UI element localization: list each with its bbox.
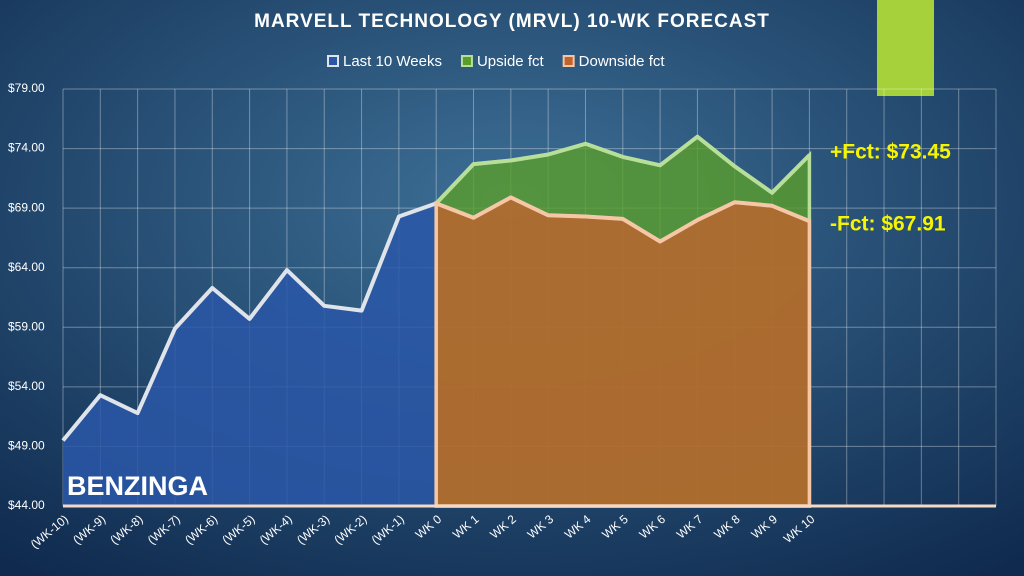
legend-label: Upside fct [477,53,545,70]
y-tick-label: $69.00 [8,200,45,214]
y-tick-label: $54.00 [8,379,45,393]
y-tick-label: $49.00 [8,439,45,453]
y-tick-label: $74.00 [8,141,45,155]
legend-label: Last 10 Weeks [343,53,442,70]
y-tick-label: $64.00 [8,260,45,274]
area [434,195,812,508]
line [61,201,437,442]
y-tick-label: $44.00 [8,498,45,512]
legend-label: Downside fct [579,53,666,70]
area [63,203,437,506]
legend-swatch [460,55,473,67]
annotation: +Fct: $73.45 [830,141,951,164]
line [434,134,811,205]
annotation: -Fct: $67.91 [830,213,946,236]
legend-swatch [562,55,575,67]
accent-block [877,0,934,96]
legend: Last 10 Weeks Upside fct Downside fct [327,53,666,70]
y-tick-label: $79.00 [8,81,45,95]
line [435,195,811,244]
chart-title: MARVELL TECHNOLOGY (MRVL) 10-WK FORECAST [254,11,770,32]
legend-swatch [327,55,339,67]
plot: $44.00 $49.00 $54.00 $59.00 $64.00 $69.00 $74.… [8,81,997,551]
watermark: BENZINGA [67,471,208,501]
y-tick-label: $59.00 [8,319,45,333]
